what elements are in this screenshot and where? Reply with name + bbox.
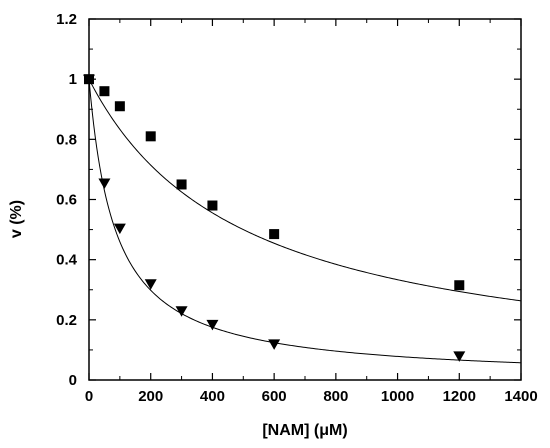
data-point-square xyxy=(176,179,187,190)
data-point-triangle xyxy=(453,351,466,362)
data-point-square xyxy=(114,101,125,112)
data-point-triangle xyxy=(113,223,126,235)
fit-curves xyxy=(88,78,522,364)
plot-area xyxy=(88,18,522,381)
data-point-triangle xyxy=(175,306,188,317)
x-tick-label: 0 xyxy=(85,388,93,405)
plot-frame xyxy=(88,18,522,381)
data-point-triangle xyxy=(206,319,219,331)
data-point-square xyxy=(99,86,110,97)
y-tick-label: 1.2 xyxy=(56,11,77,28)
data-point-triangle xyxy=(144,279,157,290)
data-point-triangle xyxy=(83,74,95,86)
y-tick-label: 0 xyxy=(69,372,77,389)
data-points xyxy=(83,74,466,362)
x-tick-label: 400 xyxy=(200,388,225,405)
data-point-triangle xyxy=(268,339,281,350)
y-axis-title: v (%) xyxy=(8,200,25,238)
x-tick-label: 200 xyxy=(138,388,163,405)
y-tick-label: 1 xyxy=(69,71,77,88)
data-point-triangle xyxy=(98,178,111,189)
y-tick-label: 0.4 xyxy=(56,252,78,269)
y-axis: 0 0.2 0.4 0.6 0.8 1 1.2 xyxy=(56,11,521,389)
y-tick-label: 0.8 xyxy=(56,131,77,148)
fit-curve-series-1 xyxy=(88,78,522,302)
data-point-square xyxy=(454,280,465,291)
y-tick-label: 0.2 xyxy=(56,312,77,329)
x-tick-label: 800 xyxy=(323,388,348,405)
x-tick-label: 1400 xyxy=(504,388,537,405)
y-tick-label: 0.6 xyxy=(56,192,77,209)
x-tick-label: 1200 xyxy=(443,388,476,405)
fit-curve-series-2 xyxy=(88,79,522,364)
data-point-square xyxy=(207,200,218,211)
x-axis: 0 200 400 600 800 1000 1200 1400 xyxy=(85,19,538,405)
x-axis-title: [NAM] (μM) xyxy=(262,422,347,439)
data-point-square xyxy=(269,229,280,240)
x-tick-label: 600 xyxy=(262,388,287,405)
x-tick-label: 1000 xyxy=(381,388,414,405)
data-point-square xyxy=(145,131,156,142)
